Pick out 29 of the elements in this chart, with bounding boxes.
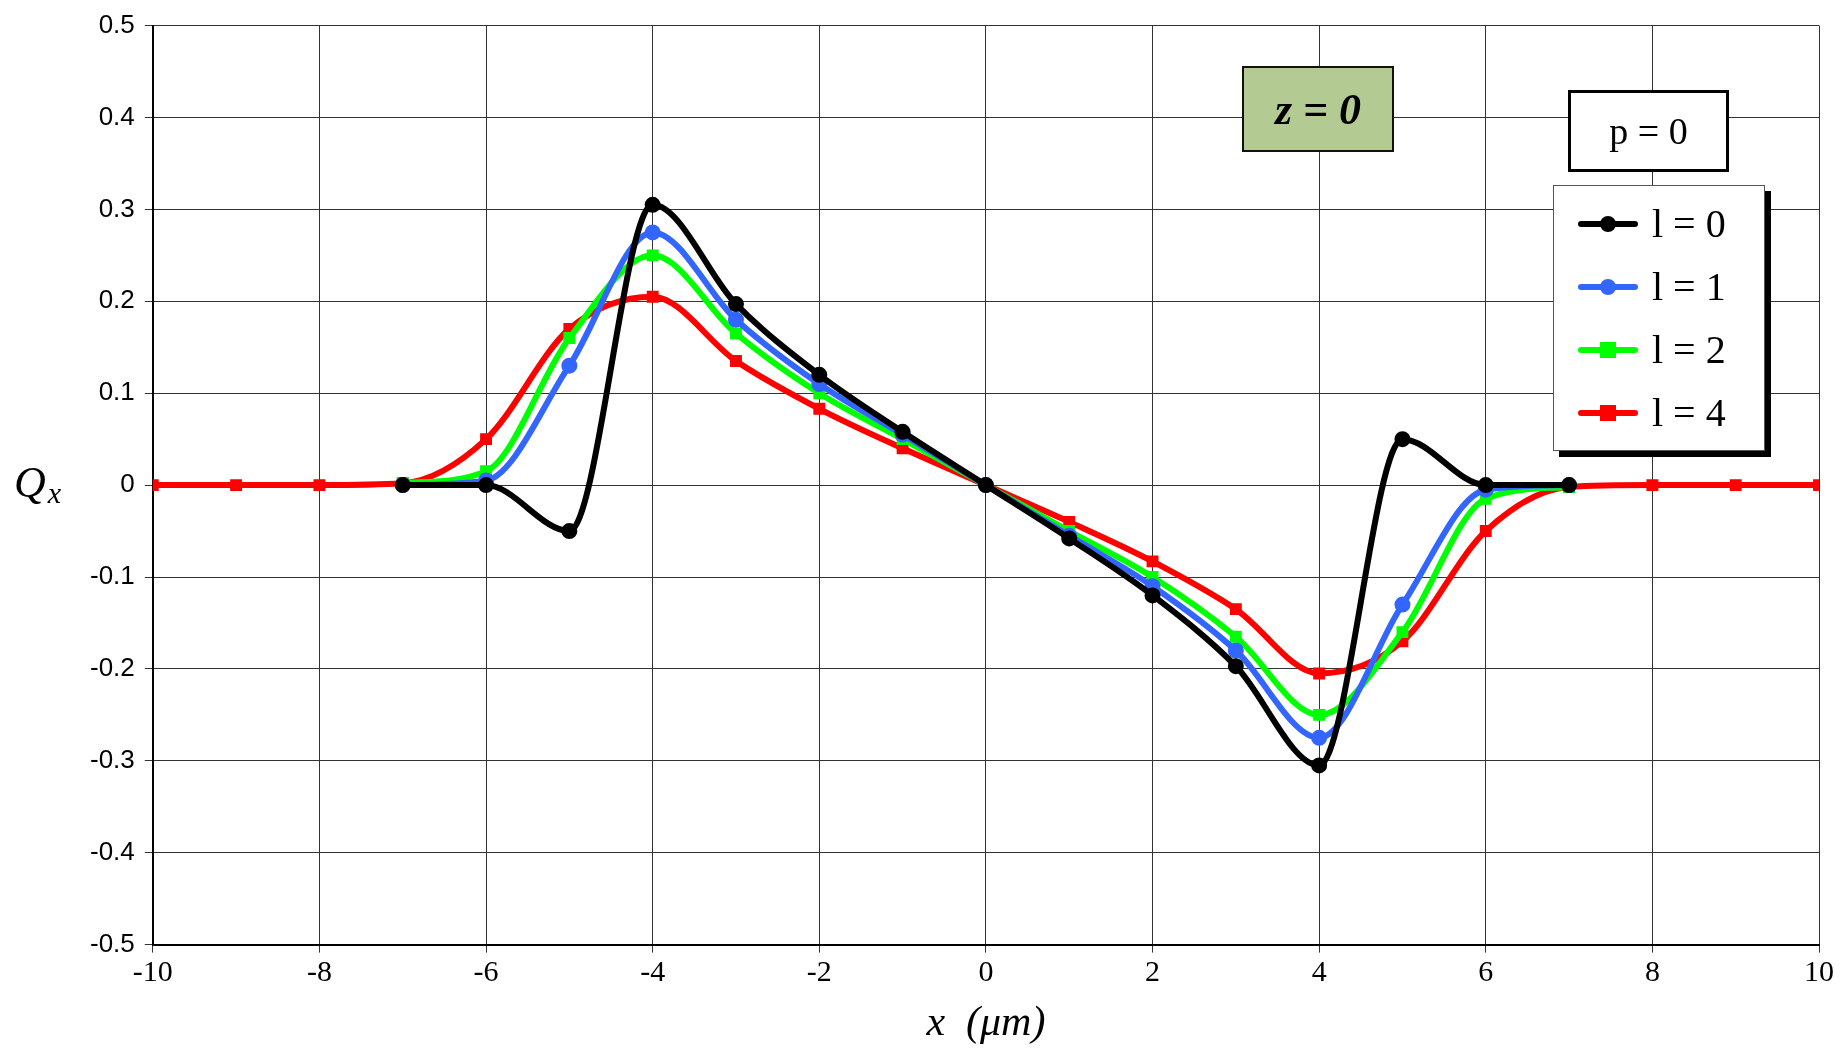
x-tick-label: 2 xyxy=(1145,954,1161,988)
legend-label: l = 1 xyxy=(1652,263,1726,310)
x-tick-label: 10 xyxy=(1804,954,1834,988)
x-tick-label: 8 xyxy=(1644,954,1660,988)
legend-label: l = 0 xyxy=(1652,200,1726,247)
x-tick-label: 4 xyxy=(1311,954,1327,988)
x-tick-label: 0 xyxy=(978,954,994,988)
y-tick-label: -0.4 xyxy=(89,835,135,866)
x-tick-label: -6 xyxy=(473,954,499,988)
legend-title: p = 0 xyxy=(1568,90,1729,172)
x-tick-label: -10 xyxy=(132,954,173,988)
y-tick-label: -0.3 xyxy=(89,743,135,774)
y-tick-label: 0.5 xyxy=(98,8,135,39)
y-tick-label: 0.3 xyxy=(98,192,135,223)
x-tick-label: 6 xyxy=(1478,954,1494,988)
y-tick-label: -0.5 xyxy=(89,927,135,958)
y-tick-label: -0.2 xyxy=(89,652,135,683)
x-tick-label: -8 xyxy=(306,954,332,988)
y-tick-label: 0.2 xyxy=(98,284,135,315)
annotation: z = 0 xyxy=(1242,66,1394,152)
y-tick-label: 0.1 xyxy=(98,376,135,407)
x-tick-label: -4 xyxy=(640,954,666,988)
y-tick-label: -0.1 xyxy=(89,560,135,591)
legend-label: l = 2 xyxy=(1652,326,1726,373)
x-tick-label: -2 xyxy=(806,954,832,988)
x-axis-title: x (μm) xyxy=(925,997,1046,1045)
y-tick-label: 0 xyxy=(120,468,135,499)
y-tick-label: 0.4 xyxy=(98,100,135,131)
legend-label: l = 4 xyxy=(1652,389,1726,436)
